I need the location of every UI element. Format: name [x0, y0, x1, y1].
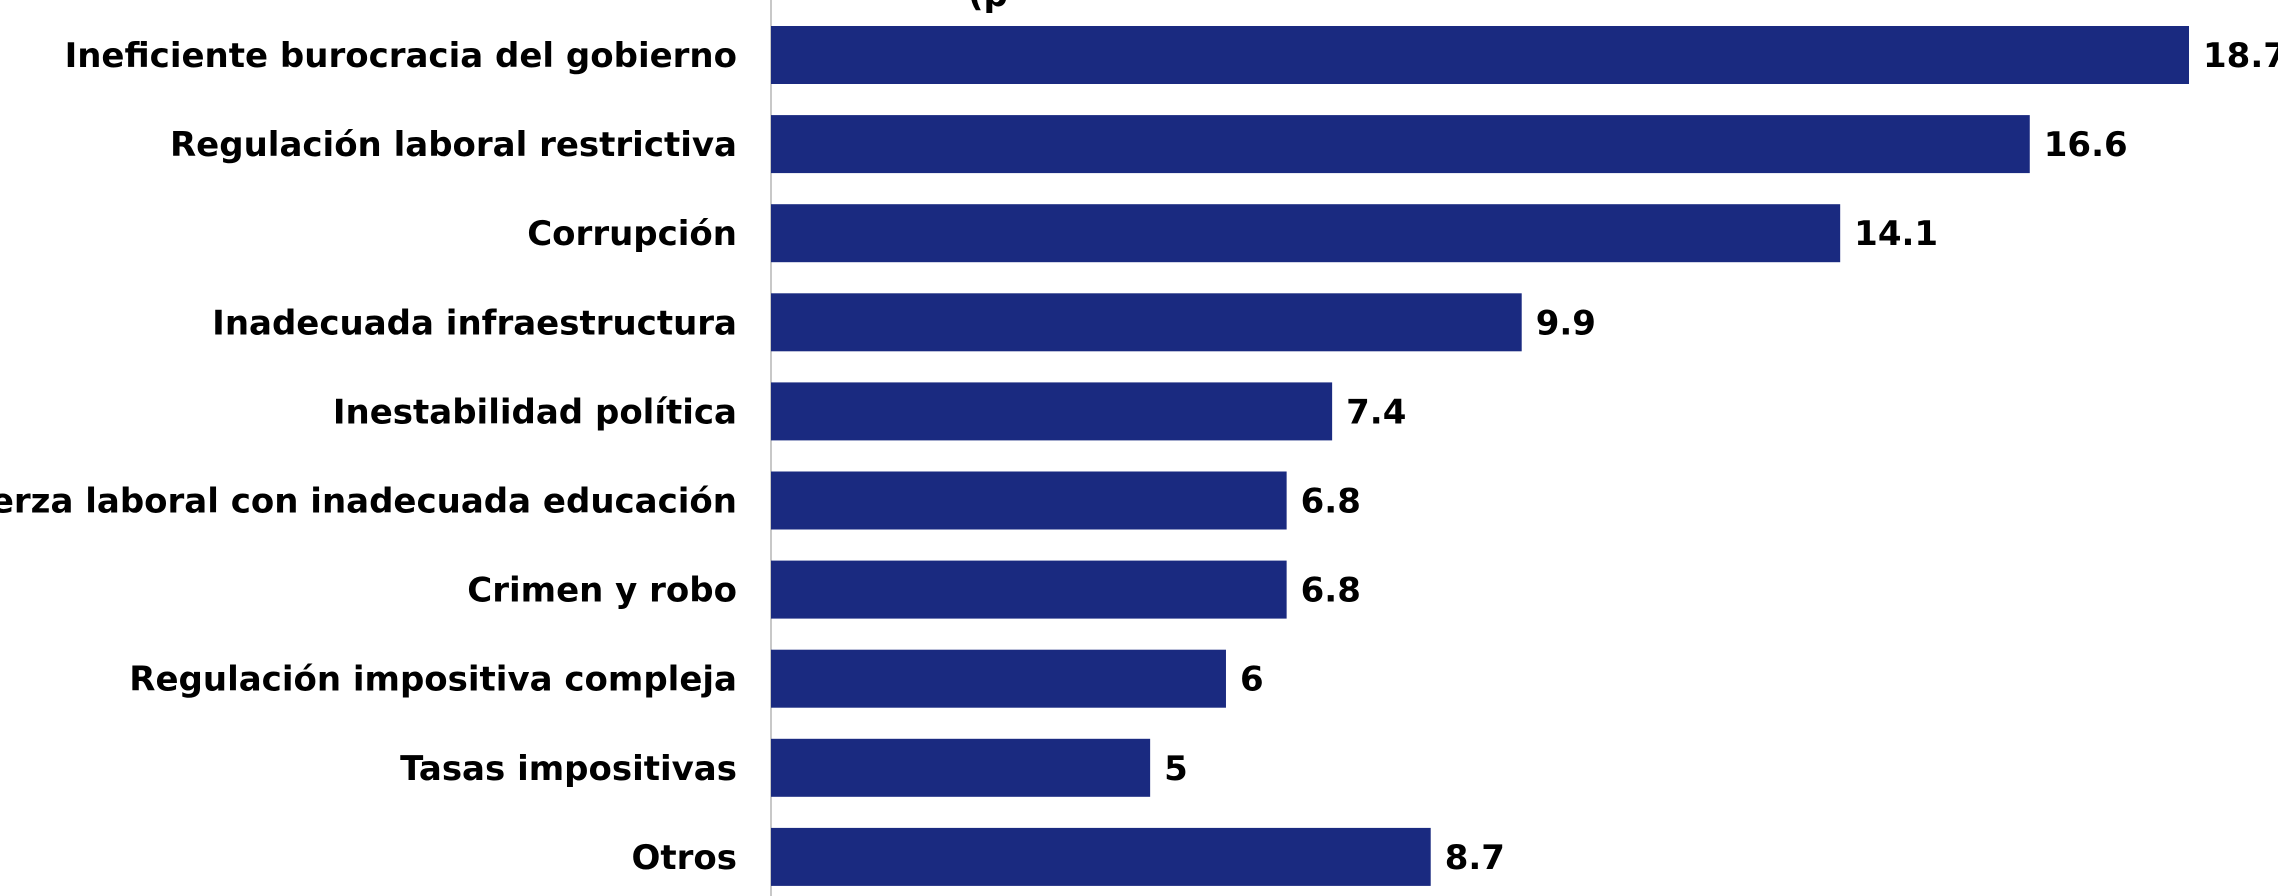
category-label: Inadecuada infraestructura: [212, 303, 737, 343]
bar: [771, 471, 1287, 530]
bars-group: [771, 26, 2189, 886]
category-label: Corrupción: [527, 214, 737, 254]
value-label: 5: [1164, 749, 1188, 789]
category-label: Tasas impositivas: [400, 749, 737, 789]
value-label: 9.9: [1536, 303, 1596, 343]
category-label: Inestabilidad política: [333, 392, 737, 432]
bar: [771, 560, 1287, 619]
bar: [771, 827, 1431, 886]
value-label: 14.1: [1854, 214, 1938, 254]
value-label: 8.7: [1445, 838, 1505, 878]
category-label: Regulación impositiva compleja: [129, 660, 737, 700]
category-label: Regulación laboral restrictiva: [170, 125, 737, 165]
bar: [771, 382, 1333, 441]
value-label: 6: [1240, 660, 1264, 700]
bar: [771, 115, 2030, 174]
bar: [771, 204, 1841, 263]
value-label: 18.7: [2203, 36, 2278, 76]
category-label: Otros: [631, 838, 737, 878]
bar: [771, 26, 2189, 84]
bar: [771, 649, 1226, 708]
value-label: 7.4: [1346, 392, 1406, 432]
bar: [771, 738, 1151, 797]
category-label: Ineficiente burocracia del gobierno: [65, 36, 737, 76]
value-label: 16.6: [2044, 125, 2128, 165]
value-label: 6.8: [1301, 571, 1361, 611]
bar: [771, 293, 1522, 352]
value-label: 6.8: [1301, 482, 1361, 522]
category-label: Fuerza laboral con inadecuada educación: [0, 482, 737, 522]
value-labels-group: 18.7 16.6 14.1 9.9 7.4 6.8 6.8 6 5 8.7: [1164, 36, 2278, 878]
category-labels-group: Ineficiente burocracia del gobierno Regul…: [0, 36, 737, 878]
chart-title: (p: [968, 0, 1008, 15]
category-label: Crimen y robo: [467, 571, 737, 611]
